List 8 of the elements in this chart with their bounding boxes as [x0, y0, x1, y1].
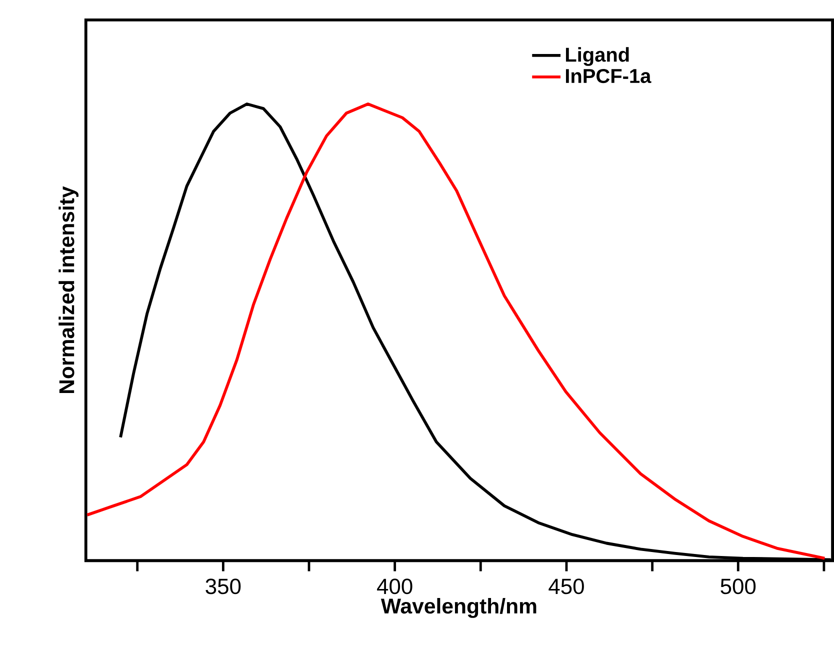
legend-label: InPCF-1a — [566, 69, 652, 84]
x-axis-title: Wavelength/nm — [380, 598, 536, 618]
x-tick-label: 500 — [720, 578, 756, 594]
x-tick-label: 350 — [206, 578, 241, 594]
x-tick-label: 450 — [548, 578, 584, 594]
x-tick-label: 400 — [377, 578, 412, 594]
y-axis-title: Normalized intensity — [58, 186, 78, 394]
legend-label: Ligand — [566, 47, 629, 66]
